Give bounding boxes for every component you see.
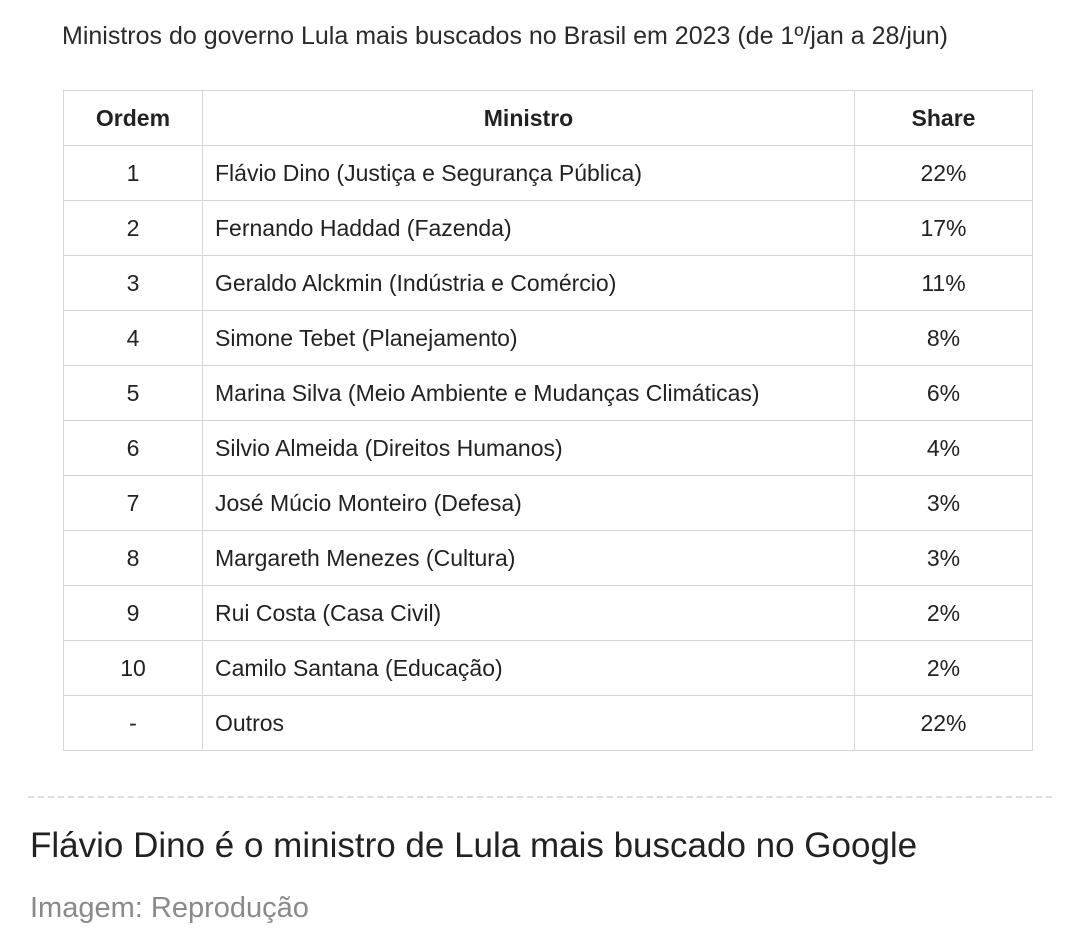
- table-cell: 2: [63, 200, 203, 256]
- header-row: Ordem Ministro Share: [63, 90, 1033, 146]
- header-cell: Ministro: [202, 90, 855, 146]
- table-cell: 4%: [854, 420, 1033, 476]
- table-cell: Margareth Menezes (Cultura): [202, 530, 855, 586]
- table-cell: 17%: [854, 200, 1033, 256]
- table-row: 2 Fernando Haddad (Fazenda) 17%: [63, 200, 1033, 256]
- table-cell: 3%: [854, 530, 1033, 586]
- table: Ordem Ministro Share 1 Flávio Dino (Justiça…: [63, 90, 1033, 751]
- table-body: 1 Flávio Dino (Justiça e Segurança Públic…: [63, 145, 1033, 751]
- header-cell: Share: [854, 90, 1033, 146]
- table-cell: 2%: [854, 640, 1033, 696]
- table-cell: Geraldo Alckmin (Indústria e Comércio): [202, 255, 855, 311]
- table-cell: Silvio Almeida (Direitos Humanos): [202, 420, 855, 476]
- table-cell: Marina Silva (Meio Ambiente e Mudanças C…: [202, 365, 855, 421]
- table-cell: 8: [63, 530, 203, 586]
- table-row: 9 Rui Costa (Casa Civil) 2%: [63, 585, 1033, 641]
- table-row: - Outros 22%: [63, 695, 1033, 751]
- caption: Flávio Dino é o ministro de Lula mais bu…: [30, 826, 918, 865]
- table-row: 1 Flávio Dino (Justiça e Segurança Públic…: [63, 145, 1033, 201]
- table-cell: 9: [63, 585, 203, 641]
- table-cell: 3%: [854, 475, 1033, 531]
- table-cell: 7: [63, 475, 203, 531]
- table-row: 7 José Múcio Monteiro (Defesa) 3%: [63, 475, 1033, 531]
- table-row: 8 Margareth Menezes (Cultura) 3%: [63, 530, 1033, 586]
- table-row: 5 Marina Silva (Meio Ambiente e Mudanças …: [63, 365, 1033, 421]
- table-cell: Simone Tebet (Planejamento): [202, 310, 855, 366]
- table-row: 6 Silvio Almeida (Direitos Humanos) 4%: [63, 420, 1033, 476]
- table-row: 4 Simone Tebet (Planejamento) 8%: [63, 310, 1033, 366]
- table-cell: Camilo Santana (Educação): [202, 640, 855, 696]
- table-cell: 10: [63, 640, 203, 696]
- table-cell: -: [63, 695, 203, 751]
- table-cell: 2%: [854, 585, 1033, 641]
- credit: Imagem: Reprodução: [30, 892, 309, 924]
- table-cell: Fernando Haddad (Fazenda): [202, 200, 855, 256]
- table-cell: 22%: [854, 695, 1033, 751]
- table-cell: 6: [63, 420, 203, 476]
- table-row: 10 Camilo Santana (Educação) 2%: [63, 640, 1033, 696]
- separator: [28, 796, 1052, 798]
- table-cell: 3: [63, 255, 203, 311]
- table-cell: Outros: [202, 695, 855, 751]
- table-cell: 5: [63, 365, 203, 421]
- table-cell: Rui Costa (Casa Civil): [202, 585, 855, 641]
- table-cell: 22%: [854, 145, 1033, 201]
- table-row: 3 Geraldo Alckmin (Indústria e Comércio) 1…: [63, 255, 1033, 311]
- table-cell: 11%: [854, 255, 1033, 311]
- header-cell: Ordem: [63, 90, 203, 146]
- table-title: Ministros do governo Lula mais buscados …: [62, 22, 949, 50]
- table-cell: 8%: [854, 310, 1033, 366]
- table-cell: 6%: [854, 365, 1033, 421]
- table-cell: 4: [63, 310, 203, 366]
- table-cell: José Múcio Monteiro (Defesa): [202, 475, 855, 531]
- table-cell: Flávio Dino (Justiça e Segurança Pública…: [202, 145, 855, 201]
- table-cell: 1: [63, 145, 203, 201]
